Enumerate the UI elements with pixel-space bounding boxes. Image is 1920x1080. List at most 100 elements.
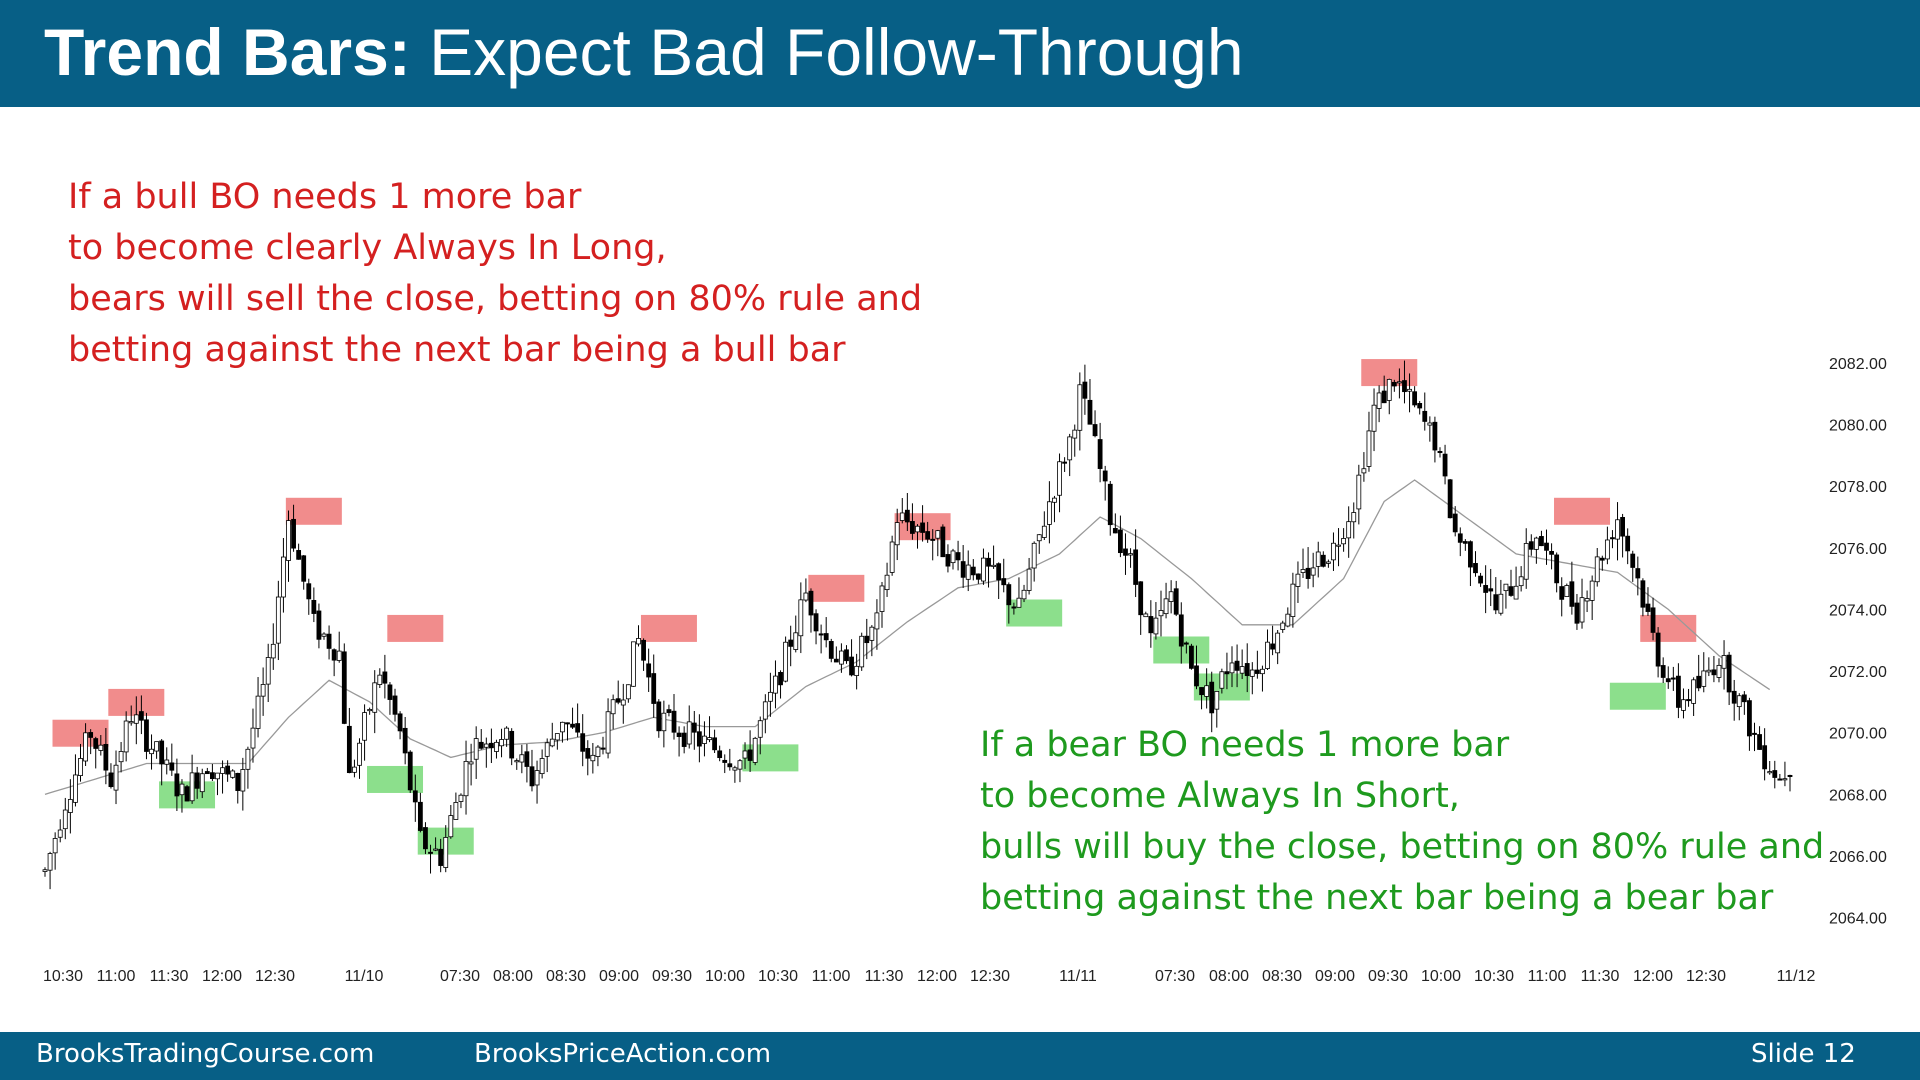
bear-candle [326, 633, 332, 649]
bear-candle [955, 552, 961, 561]
bull-candle [1386, 379, 1392, 401]
bull-candle [661, 712, 667, 732]
sell-zone [1554, 497, 1611, 525]
bull-candle [1036, 534, 1042, 542]
bear-candle [412, 790, 418, 803]
bear-candle [788, 639, 794, 647]
bear-candle [1138, 581, 1144, 616]
bull-candle [42, 869, 48, 872]
bull-candle [250, 727, 256, 749]
bull-candle [783, 641, 789, 682]
bull-candle [1290, 583, 1296, 617]
bull-candle [1229, 662, 1235, 674]
bull-candle [798, 599, 804, 637]
bear-candle [1381, 390, 1387, 404]
bear-candle [930, 538, 936, 541]
bear-candle [1559, 586, 1565, 600]
bear-candle [666, 709, 672, 713]
bear-candle [1777, 778, 1783, 781]
bull-candle [78, 758, 83, 776]
bull-candle [504, 727, 510, 740]
bear-candle [1123, 548, 1128, 556]
bull-candle [133, 714, 139, 724]
bear-candle [1726, 654, 1732, 693]
bear-candle [940, 526, 946, 558]
bear-candle [1528, 541, 1534, 550]
bull-candle [1691, 679, 1697, 704]
bear-candle [1112, 528, 1118, 534]
y-tick-label: 2072.00 [1829, 664, 1887, 681]
bull-candle [377, 674, 383, 685]
bear-candle [529, 766, 535, 787]
bull-note-line: bears will sell the close, betting on 80… [68, 279, 923, 319]
bull-candle [605, 711, 611, 754]
bear-candle [570, 723, 575, 728]
bear-candle [1772, 770, 1778, 778]
bear-candle [945, 554, 951, 567]
footer-left-link[interactable]: BrooksTradingCourse.com [36, 1039, 375, 1069]
bull-candle [321, 633, 327, 637]
bear-candle [1544, 542, 1549, 551]
sell-zone [1640, 614, 1697, 642]
bull-candle [362, 712, 367, 741]
bull-candle [189, 772, 195, 802]
bear-candle [1102, 470, 1108, 482]
bear-candle [184, 786, 190, 802]
bear-candle [1148, 616, 1154, 634]
x-tick-label: 11/10 [345, 968, 384, 985]
bear-candle [1625, 535, 1631, 552]
x-tick-label: 11/12 [1777, 968, 1816, 985]
bull-candle [610, 699, 616, 715]
bull-candle [1315, 551, 1321, 567]
bull-candle [1503, 583, 1509, 592]
bull-candle [1701, 670, 1707, 687]
bear-candle [204, 771, 210, 775]
bear-candle [1452, 513, 1458, 533]
bull-candle [950, 550, 956, 564]
bull-candle [1052, 497, 1057, 503]
bear-candle [1305, 567, 1311, 579]
bull-candle [767, 691, 773, 702]
bear-candle [1610, 537, 1615, 540]
bull-candle [230, 770, 236, 778]
bear-candle [864, 635, 870, 644]
x-tick-label: 11/11 [1059, 968, 1097, 985]
bear-candle [1417, 403, 1423, 409]
buy-zone [1006, 599, 1063, 627]
bull-candle [1736, 695, 1742, 708]
bear-candle [580, 733, 586, 752]
bear-candle [656, 701, 662, 732]
bear-candle [235, 772, 241, 791]
bear-candle [1457, 533, 1463, 543]
bear-candle [387, 684, 393, 700]
footer-mid-link[interactable]: BrooksPriceAction.com [474, 1039, 772, 1069]
bear-candle [1402, 380, 1407, 393]
y-tick-label: 2078.00 [1829, 479, 1887, 496]
bear-candle [1620, 517, 1626, 537]
x-tick-label: 09:00 [1315, 968, 1355, 985]
x-tick-label: 11:30 [150, 968, 189, 985]
bear-candle [1432, 421, 1438, 451]
bear-candle [646, 663, 652, 678]
y-tick-label: 2076.00 [1829, 541, 1887, 558]
bull-candle [1219, 671, 1225, 689]
y-tick-label: 2064.00 [1829, 911, 1887, 928]
x-tick-label: 11:00 [1528, 968, 1567, 985]
bear-candle [1234, 660, 1240, 671]
bull-candle [164, 759, 170, 765]
x-tick-label: 12:00 [1633, 968, 1673, 985]
bear-candle [565, 722, 570, 725]
bull-candle [636, 638, 641, 645]
bull-candle [1371, 404, 1377, 432]
bear-candle [1599, 557, 1605, 561]
bear-candle [1209, 681, 1215, 714]
moving-average-line [44, 479, 1771, 796]
x-tick-label: 08:00 [493, 968, 533, 985]
bull-candle [544, 742, 550, 757]
bull-candle [1584, 598, 1590, 602]
bull-note-line: to become clearly Always In Long, [68, 228, 667, 268]
bear-candle [1741, 694, 1747, 703]
bear-candle [225, 765, 231, 775]
bear-candle [311, 599, 317, 614]
bull-candle [554, 733, 560, 741]
